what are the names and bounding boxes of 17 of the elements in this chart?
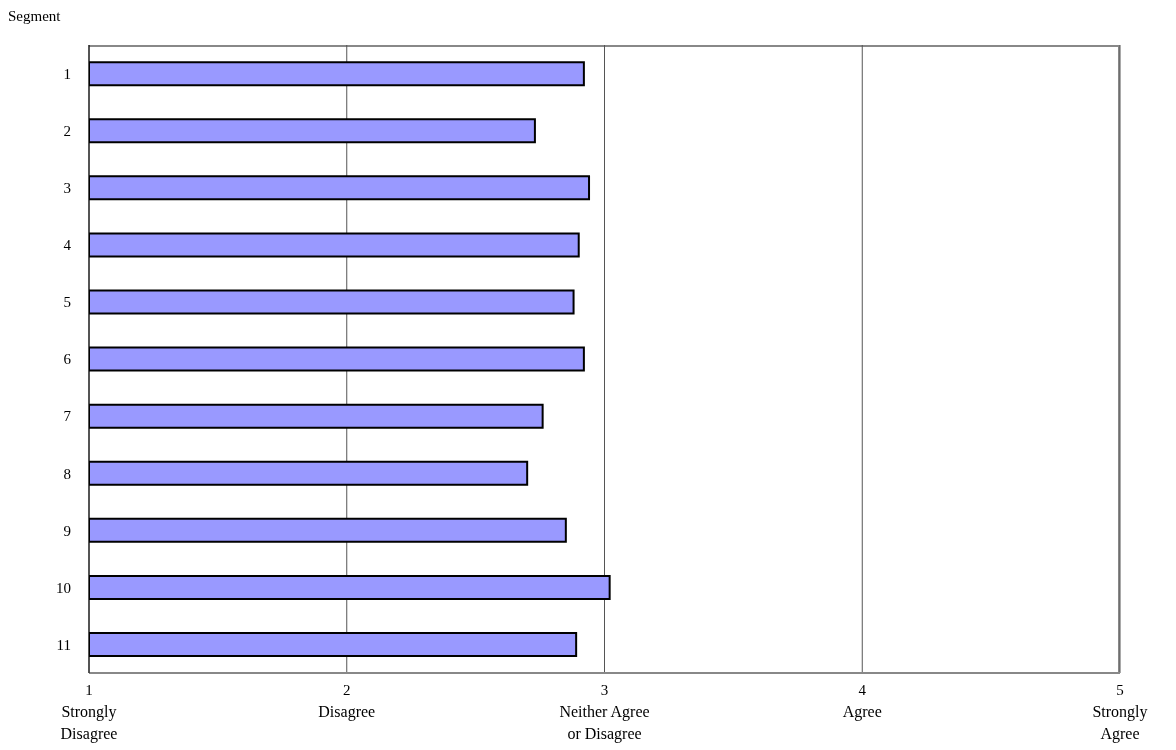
y-axis-title: Segment [8, 8, 61, 25]
x-tick-label: 5 Strongly Agree [1092, 682, 1148, 743]
y-tick-label: 7 [63, 408, 72, 425]
x-tick-label: 1 Strongly Disagree [60, 682, 118, 743]
y-tick-label: 3 [63, 180, 71, 197]
y-tick-label: 6 [63, 351, 72, 368]
x-tick-label: 2 Disagree [318, 682, 376, 721]
x-tick-label: 4 Agree [842, 682, 882, 721]
y-tick-label: 9 [63, 522, 71, 539]
x-tick-label: 3 Neither Agree or Disagree [559, 682, 650, 743]
y-tick-label: 2 [63, 122, 71, 139]
y-tick-label: 8 [63, 465, 71, 482]
y-tick-label: 10 [56, 579, 71, 596]
y-tick-label: 1 [63, 65, 71, 82]
y-tick-label: 5 [63, 294, 71, 311]
y-tick-label: 4 [63, 237, 72, 254]
y-tick-label: 11 [56, 636, 71, 653]
